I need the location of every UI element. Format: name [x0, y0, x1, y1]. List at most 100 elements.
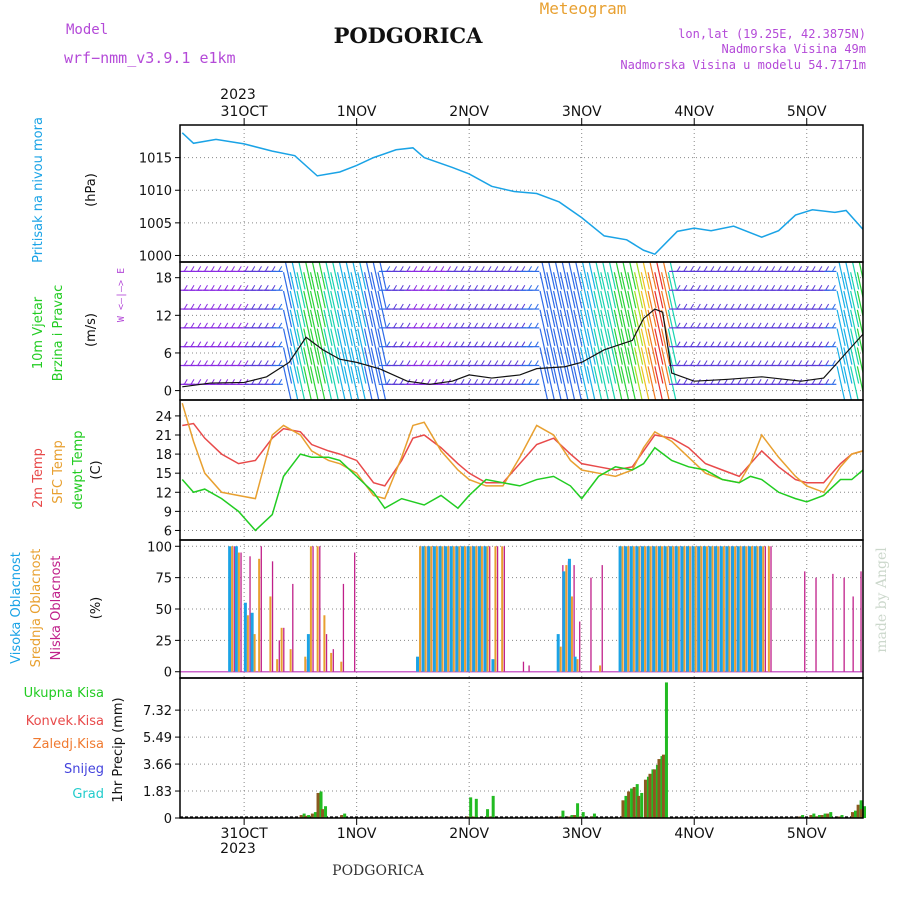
wind-barb [357, 328, 367, 365]
cloud-bar-mid [258, 558, 261, 672]
wind-background [180, 262, 863, 400]
precip-bar-total [812, 813, 816, 818]
precip-bar-total [592, 813, 596, 818]
cloud-bar-low [489, 546, 491, 672]
cloud-bar-mid [458, 546, 461, 672]
cloud-bar-mid [705, 546, 708, 672]
wind-barb-flag [777, 341, 782, 347]
wind-barb-flag [474, 360, 478, 366]
xtick-label-top: 1NOV [337, 104, 377, 120]
cloud-bar-high [657, 546, 661, 672]
cloud-bar-mid [469, 546, 472, 672]
cloud-bar-mid [441, 546, 444, 672]
precip-bar-total [624, 795, 628, 818]
wind-barb-flag [534, 303, 539, 310]
cloud-bar-mid [711, 546, 714, 672]
wind-barb [309, 366, 319, 400]
wind-barb-flag [750, 379, 755, 385]
cloud-bar-low [283, 627, 285, 672]
cloud-bar-high [646, 546, 650, 672]
cloud-bar-mid [672, 546, 675, 672]
wind-barb [575, 262, 583, 290]
wind-barb-flag [237, 303, 242, 310]
ytick-label: 6 [164, 347, 172, 362]
precip-bar-total [817, 815, 821, 818]
wind-barb-flag [386, 284, 391, 291]
wind-barb-flag [413, 284, 418, 291]
wind-barb [363, 309, 374, 346]
cloud-bar-mid [638, 546, 641, 672]
wind-barb [330, 366, 339, 400]
wind-barb-flag [258, 322, 262, 329]
cloud-bar-mid [316, 546, 319, 672]
wind-barb [566, 328, 576, 365]
wind-barb [586, 290, 596, 328]
wind-barb-flag [811, 284, 816, 291]
cloud-bar-high [663, 546, 667, 672]
wind-barb [836, 290, 846, 328]
wind-barb [654, 309, 664, 346]
wind-barb-flag [676, 379, 681, 385]
wind-barb [552, 272, 563, 309]
wind-barb-flag [831, 322, 836, 329]
wind-barb-flag [723, 322, 728, 329]
wind-barb [661, 290, 671, 328]
cloud-bar-low [590, 577, 592, 672]
elevation-text: Nadmorska Visina 49m [722, 42, 867, 56]
wind-barb-flag [204, 266, 208, 272]
cloud-bar-low [804, 571, 806, 672]
wind-barb-flag [717, 322, 722, 329]
cloud-bar-mid [253, 634, 256, 672]
ytick-label: 1015 [139, 152, 172, 167]
wind-barb-flag [467, 284, 472, 291]
cloud-bar-high [449, 546, 453, 672]
wind-barb [661, 328, 671, 365]
wind-barb [289, 309, 299, 346]
cloud-bar-low [573, 565, 575, 672]
wind-barb-flag [386, 303, 391, 310]
wind-barb-flag [521, 341, 526, 347]
wind-barb-flag [683, 284, 688, 291]
wind-barb [323, 347, 333, 384]
wind-barb-flag [791, 303, 796, 310]
cloud-bar-mid [419, 546, 422, 672]
wind-barb-flag [521, 303, 526, 310]
wind-barb-flag [204, 303, 208, 310]
wind-barb [586, 366, 596, 400]
cloud-bar-high [438, 546, 442, 672]
wind-barb-flag [190, 341, 195, 347]
wind-barb [647, 347, 657, 384]
cloud-bar-high [421, 546, 425, 672]
wind-barb [370, 366, 380, 400]
wind-barb-flag [406, 341, 411, 347]
precip-bar-convective [643, 779, 647, 818]
cloud-bar-high [641, 546, 645, 672]
wind-barb [298, 262, 306, 290]
precip-bar-convective [648, 773, 652, 818]
wind-barb [566, 272, 576, 309]
ytick-label: 1.83 [143, 785, 172, 800]
wind-barb [303, 272, 313, 309]
wind-barb-flag [818, 322, 823, 329]
cloud-bar-mid [304, 656, 307, 672]
wind-barb [640, 347, 650, 384]
xtick-label-bottom: 3NOV [562, 826, 602, 842]
wind-barb-flag [507, 341, 512, 347]
wind-barb [602, 262, 610, 290]
wind-barb-flag [710, 322, 715, 329]
wind-barb [633, 290, 644, 328]
wind-barb [323, 272, 333, 309]
wind-barb-flag [683, 360, 688, 366]
wind-barb-flag [804, 266, 809, 272]
wind-barb [330, 328, 340, 365]
wind-barb [661, 366, 670, 400]
wind-barb [640, 290, 650, 328]
cloud-bar-low [312, 546, 314, 672]
wind-barb-flag [825, 266, 830, 272]
wind-barb-flag [744, 341, 749, 347]
wind-barb-flag [784, 360, 789, 366]
wind-barb [345, 262, 353, 290]
wind-barb-flag [426, 284, 431, 291]
wind-barb-flag [771, 379, 776, 385]
ytick-label: 0 [164, 666, 172, 681]
